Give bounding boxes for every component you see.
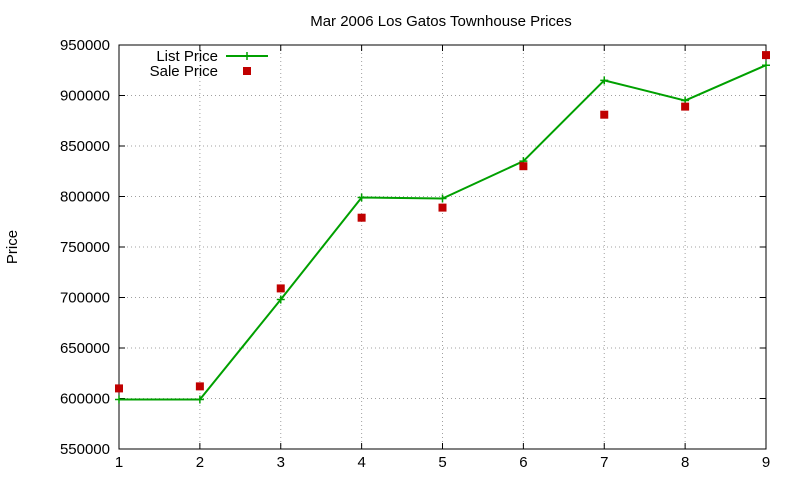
x-tick-label: 8 — [681, 454, 689, 471]
y-tick-label: 750000 — [60, 239, 110, 256]
y-tick-label: 850000 — [60, 138, 110, 155]
y-tick-label: 700000 — [60, 290, 110, 307]
legend-label-list-price: List Price — [156, 48, 218, 65]
x-tick-label: 1 — [115, 454, 123, 471]
y-tick-label: 950000 — [60, 37, 110, 54]
sale-price-point — [600, 110, 609, 119]
y-tick-label: 800000 — [60, 189, 110, 206]
legend-marker-sale-price — [243, 67, 251, 75]
list-price-point — [357, 193, 366, 202]
list-price-point — [762, 61, 770, 70]
legend-marker-list-price — [243, 52, 251, 60]
sale-price-point — [195, 382, 204, 391]
x-tick-label: 5 — [438, 454, 446, 471]
sale-price-point — [115, 384, 123, 393]
grid — [119, 45, 766, 449]
sale-price-point — [438, 203, 447, 212]
plot-frame — [118, 44, 767, 450]
y-tick-label: 900000 — [60, 88, 110, 105]
chart-title: Mar 2006 Los Gatos Townhouse Prices — [310, 13, 572, 30]
x-tick-label: 2 — [196, 454, 204, 471]
y-tick-label: 550000 — [60, 441, 110, 458]
list-price-point — [195, 395, 204, 404]
legend-label-sale-price: Sale Price — [150, 63, 218, 80]
x-tick-label: 3 — [277, 454, 285, 471]
y-axis-label: Price — [4, 230, 21, 264]
x-tick-label: 9 — [762, 454, 770, 471]
sale-price-point — [681, 102, 690, 111]
sale-price-point — [762, 51, 770, 60]
sale-price-point — [519, 162, 528, 171]
y-tick-label: 650000 — [60, 340, 110, 357]
x-tick-label: 7 — [600, 454, 608, 471]
sale-price-point — [357, 213, 366, 222]
sale-price-point — [276, 284, 285, 293]
y-tick-label: 600000 — [60, 391, 110, 408]
axes: 550000 600000 650000 700000 750000 800000 8500… — [60, 37, 770, 471]
list-price-point — [276, 295, 285, 304]
x-tick-label: 6 — [519, 454, 527, 471]
list-price-point — [438, 194, 447, 203]
list-price-point — [600, 76, 609, 85]
list-price-point — [115, 395, 123, 404]
series — [115, 51, 770, 404]
x-tick-label: 4 — [357, 454, 365, 471]
